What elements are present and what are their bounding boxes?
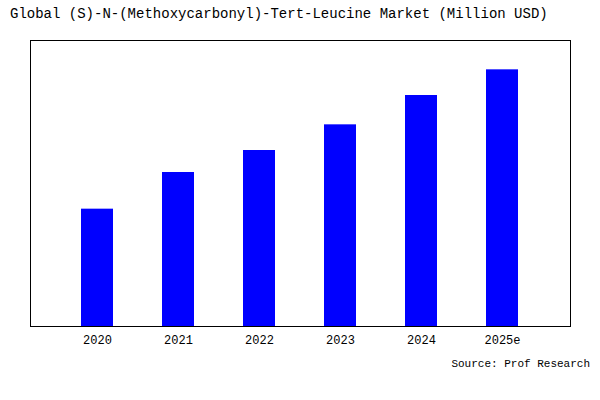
svg-text:2022: 2022 xyxy=(245,334,274,348)
html-text:Global (S)-N-(Methoxycarbonyl): Global (S)-N-(Methoxycarbonyl)-Tert-Leuc… xyxy=(10,6,548,22)
html-text:Source: Prof Research: Source: Prof Research xyxy=(451,358,590,370)
svg-text:2025e: 2025e xyxy=(484,334,520,348)
svg-text:2024: 2024 xyxy=(407,334,436,348)
svg-text:2020: 2020 xyxy=(83,334,112,348)
svg-text:2021: 2021 xyxy=(164,334,193,348)
svg-text:2023: 2023 xyxy=(326,334,355,348)
